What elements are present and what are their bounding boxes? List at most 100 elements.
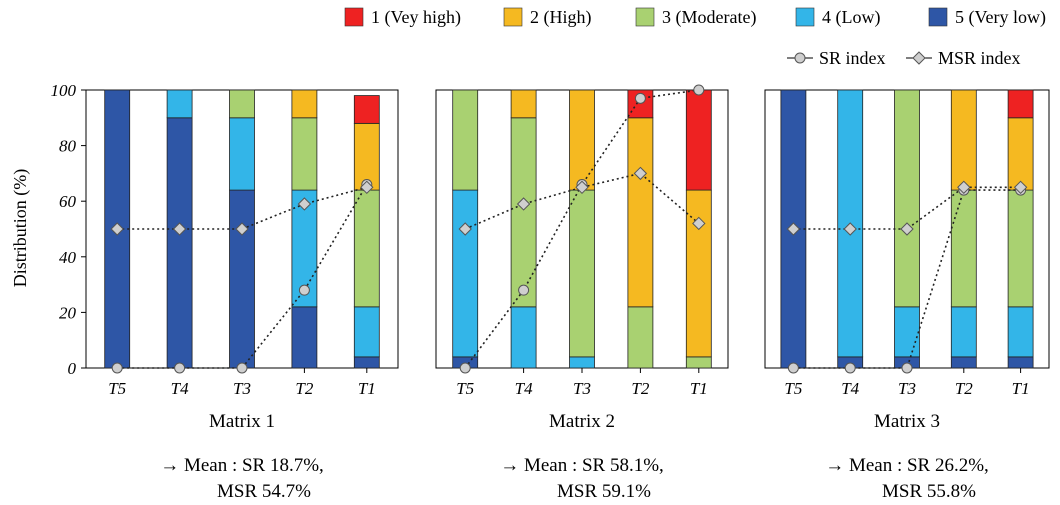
y-tick-label: 0	[68, 359, 77, 378]
x-tick-label: T5	[784, 379, 802, 398]
msr-point-T4	[172, 222, 187, 236]
bar-segment-T3-level-3	[894, 89, 920, 308]
legend-swatch-level-5	[928, 7, 948, 27]
msr-point-T2	[957, 180, 971, 195]
x-tick-label: T5	[456, 379, 474, 398]
msr-point-T4	[843, 222, 857, 236]
msr-point-T3	[900, 222, 914, 236]
sr-point-T1	[693, 84, 705, 96]
x-tick-label: T3	[573, 379, 591, 398]
sr-index-line	[117, 184, 368, 369]
x-tick-label: T1	[690, 379, 708, 398]
sr-point-T5	[459, 362, 471, 374]
bar-segment-T1-level-3	[685, 356, 712, 369]
bar-segment-T2-level-2	[950, 89, 977, 191]
legend-label-level-5: 5 (Very low)	[955, 7, 1046, 28]
bar-segment-T4-level-3	[510, 117, 537, 308]
bar-segment-T4-level-4	[510, 306, 537, 369]
bar-segment-T1-level-1	[1007, 89, 1034, 119]
msr-point-T1	[360, 180, 374, 195]
bar-segment-T1-level-1	[353, 95, 380, 124]
sr-point-T3	[901, 362, 913, 374]
msr-point-T2	[633, 166, 648, 181]
bar-segment-T2-level-4	[950, 306, 977, 358]
bar-segment-T2-level-5	[950, 356, 977, 369]
sr-point-T2	[634, 92, 646, 104]
legend-label-level-1: 1 (Vey high)	[371, 7, 461, 28]
bar-segment-T5-level-4	[452, 189, 479, 358]
bar-segment-T3-level-4	[894, 306, 920, 358]
sr-point-T5	[111, 362, 123, 374]
bar-segment-T5-level-3	[452, 89, 479, 191]
mean-text-line2: MSR 55.8%	[882, 481, 976, 502]
bar-segment-T3-level-5	[229, 189, 255, 369]
mean-text-line1: → Mean : SR 26.2%,	[825, 455, 989, 476]
x-tick-label: T1	[1012, 379, 1030, 398]
bar-segment-T1-level-3	[353, 189, 380, 308]
bar-segment-T3-level-3	[569, 189, 595, 358]
mean-text-line1: → Mean : SR 58.1%,	[500, 455, 664, 476]
msr-point-T5	[458, 222, 472, 236]
legend-marker-sr-icon	[794, 52, 806, 64]
bar-segment-T1-level-4	[1007, 306, 1034, 358]
bar-segment-T1-level-4	[353, 306, 380, 358]
sr-point-T2	[298, 284, 310, 296]
bar-segment-T2-level-3	[291, 117, 318, 191]
bar-segment-T1-level-3	[1007, 189, 1034, 308]
x-tick-label: T2	[631, 379, 649, 398]
y-tick-label: 80	[59, 137, 77, 156]
msr-point-T2	[297, 197, 312, 211]
legend-swatch-level-3	[635, 7, 655, 27]
legend-marker-msr-icon	[912, 51, 926, 65]
panel-title: Matrix 1	[209, 411, 275, 432]
x-tick-label: T3	[233, 379, 251, 398]
mean-text-line2: MSR 59.1%	[557, 481, 651, 502]
bar-segment-T1-level-1	[685, 89, 712, 191]
x-tick-label: T4	[515, 379, 533, 398]
legend-label-sr: SR index	[819, 48, 886, 68]
y-tick-label: 20	[59, 303, 77, 322]
x-tick-label: T5	[108, 379, 126, 398]
x-tick-label: T2	[295, 379, 313, 398]
msr-point-T1	[1013, 180, 1028, 195]
chart-panels: 0 20 40 60 80 100 T5 T4 T3 T2 T1 Matrix 1 → Mean : S…	[51, 81, 1050, 502]
mean-text-line2: MSR 54.7%	[217, 481, 311, 502]
mean-text-line1: → Mean : SR 18.7%,	[160, 455, 324, 476]
sr-point-T5	[787, 362, 799, 374]
bar-segment-T4-level-2	[510, 89, 537, 119]
legend: 1 (Vey high) 2 (High) 3 (Moderate) 4 (Low) 5…	[344, 7, 1046, 68]
x-tick-label: T2	[955, 379, 973, 398]
x-tick-label: T4	[171, 379, 189, 398]
msr-point-T4	[516, 197, 531, 211]
y-tick-label: 40	[59, 248, 77, 267]
msr-point-T5	[110, 222, 124, 236]
bar-segment-T4-level-5	[166, 117, 193, 369]
panel-matrix-1: 0 20 40 60 80 100 T5 T4 T3 T2 T1 Matrix 1 → Mean : S…	[51, 81, 399, 502]
x-tick-label: T4	[841, 379, 859, 398]
legend-label-level-3: 3 (Moderate)	[662, 7, 756, 28]
sr-point-T4	[174, 362, 186, 374]
msr-point-T3	[235, 222, 249, 236]
x-tick-label: T3	[898, 379, 916, 398]
x-tick-label: T1	[358, 379, 376, 398]
bar-segment-T2-level-2	[627, 117, 654, 308]
bar-segment-T3-level-4	[229, 117, 255, 191]
legend-label-level-4: 4 (Low)	[822, 7, 880, 28]
bar-segment-T2-level-5	[291, 306, 318, 369]
legend-swatch-level-2	[503, 7, 523, 27]
msr-index-line	[117, 186, 368, 230]
panel-title: Matrix 2	[549, 411, 615, 432]
y-tick-label: 60	[59, 192, 77, 211]
legend-swatch-level-4	[795, 7, 815, 27]
bar-segment-T4-level-4	[166, 89, 193, 119]
msr-point-T3	[575, 180, 589, 195]
bar-segment-T2-level-2	[291, 89, 318, 119]
bar-segment-T2-level-3	[950, 189, 977, 308]
y-axis-label: Distribution (%)	[10, 169, 31, 288]
bar-segment-T1-level-2	[1007, 117, 1034, 191]
bar-segment-T2-level-3	[627, 306, 654, 369]
sr-point-T3	[236, 362, 248, 374]
legend-label-level-2: 2 (High)	[530, 7, 592, 28]
bar-segment-T1-level-2	[685, 189, 712, 358]
